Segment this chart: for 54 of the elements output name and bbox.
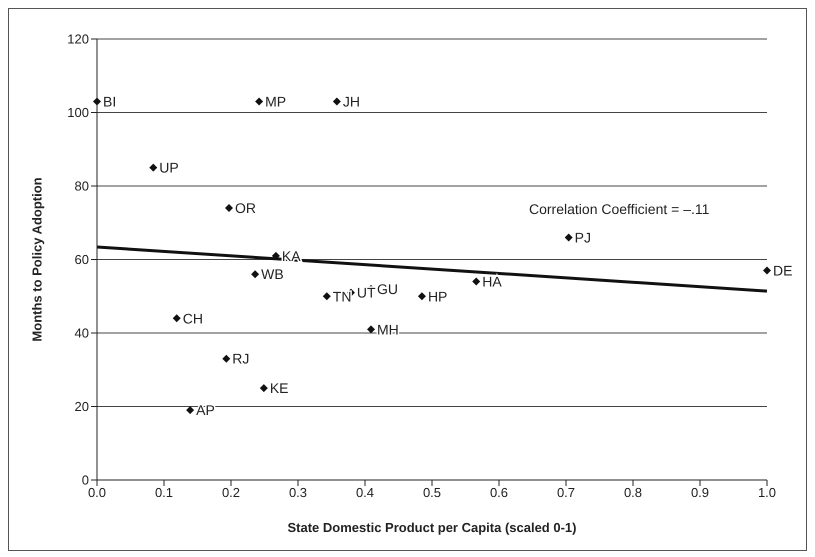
data-label: UP bbox=[159, 160, 179, 176]
x-tick-label: 0.5 bbox=[422, 485, 442, 500]
x-tick-label: 0.2 bbox=[222, 485, 240, 500]
x-tick-label: 0.7 bbox=[556, 485, 576, 500]
point bbox=[186, 406, 194, 414]
x-tick-label: 0.8 bbox=[624, 485, 642, 500]
data-label: TN bbox=[332, 288, 352, 304]
y-axis-title: Months to Policy Adoption bbox=[30, 177, 45, 342]
point bbox=[251, 270, 260, 278]
y-tick-label: 40 bbox=[74, 326, 89, 341]
point bbox=[93, 97, 101, 106]
y-tick-label: 20 bbox=[74, 399, 89, 414]
point bbox=[763, 266, 771, 275]
point bbox=[149, 164, 158, 172]
point bbox=[418, 292, 426, 300]
data-label: UT bbox=[356, 284, 376, 301]
data-label: OR bbox=[234, 200, 256, 216]
data-label: JH bbox=[342, 93, 360, 110]
data-label: DE bbox=[773, 262, 792, 279]
data-label: HA bbox=[482, 274, 502, 290]
data-label: HP bbox=[428, 288, 448, 304]
point bbox=[172, 314, 181, 322]
y-tick-label: 80 bbox=[74, 178, 89, 194]
point bbox=[222, 354, 230, 363]
y-tick-label: 60 bbox=[74, 252, 89, 268]
point bbox=[564, 233, 573, 242]
data-label: CH bbox=[182, 310, 203, 326]
data-label: GU bbox=[377, 280, 398, 297]
x-tick-label: 0.6 bbox=[490, 485, 508, 500]
point bbox=[322, 292, 331, 300]
annotation: Correlation Coefficient = –.11 bbox=[529, 201, 710, 217]
x-tick-label: 0.4 bbox=[356, 485, 374, 500]
data-label: MP bbox=[265, 93, 286, 110]
x-tick-label: 0.9 bbox=[690, 485, 710, 500]
x-tick-label: 1.0 bbox=[758, 485, 776, 500]
x-tick-label: 0.3 bbox=[288, 485, 308, 500]
data-label: KE bbox=[270, 380, 289, 396]
point bbox=[224, 204, 233, 212]
data-label: WB bbox=[261, 266, 284, 282]
point bbox=[255, 97, 264, 106]
data-label: PJ bbox=[574, 229, 592, 246]
data-label: AP bbox=[196, 402, 215, 418]
y-tick-label: 0 bbox=[82, 472, 89, 488]
point bbox=[367, 325, 376, 334]
x-tick-label: 0.1 bbox=[154, 485, 174, 500]
point bbox=[332, 97, 341, 106]
data-label: BI bbox=[103, 93, 116, 110]
x-tick-label: 0.0 bbox=[88, 485, 106, 500]
point bbox=[260, 384, 268, 392]
point bbox=[472, 278, 480, 286]
y-tick-label: 100 bbox=[67, 105, 89, 120]
data-label: RJ bbox=[232, 350, 250, 367]
x-axis-title: State Domestic Product per Capita (scaled 0-1) bbox=[288, 520, 576, 535]
y-tick-label: 120 bbox=[67, 32, 89, 47]
